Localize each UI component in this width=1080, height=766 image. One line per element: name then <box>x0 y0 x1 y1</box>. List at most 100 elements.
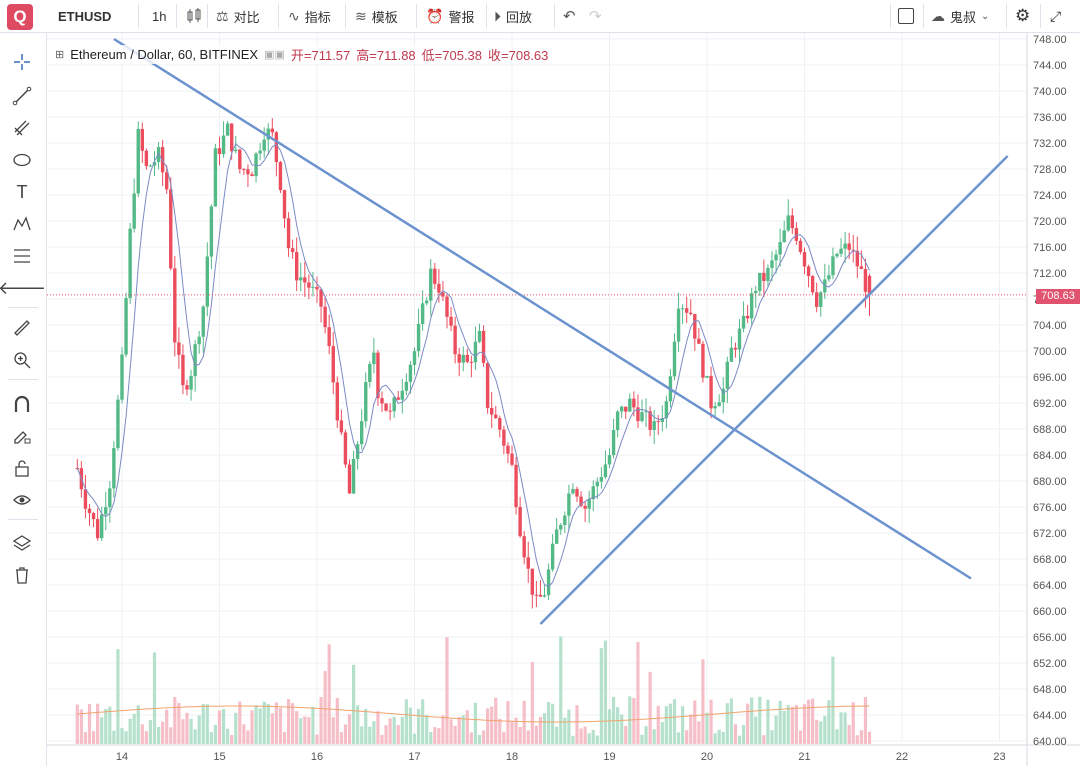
candle-body <box>794 228 799 241</box>
templates-button[interactable]: ≋ 模板 <box>355 0 398 32</box>
candle-body <box>506 445 510 454</box>
candle-body <box>331 346 335 383</box>
x-tick-label: 21 <box>798 751 810 763</box>
pattern-icon <box>13 216 31 231</box>
magnet-tool[interactable] <box>9 391 35 417</box>
candle-body <box>359 421 364 445</box>
back-arrow-tool[interactable]: 🡐 <box>0 275 46 301</box>
shape-tool[interactable] <box>9 147 35 173</box>
candle-body <box>429 268 433 301</box>
candle-body <box>307 282 311 288</box>
candle-body <box>644 411 648 413</box>
trendline-tool[interactable] <box>9 83 35 109</box>
volume-bar <box>514 717 518 744</box>
volume-bar <box>364 708 368 744</box>
chevron-down-icon: ⌄ <box>981 10 990 22</box>
candle-body <box>859 266 864 269</box>
volume-bar <box>262 701 266 744</box>
expand-legend-icon[interactable]: ⊞ <box>55 49 65 61</box>
compare-label: 对比 <box>233 9 260 25</box>
y-tick-label: 676.00 <box>1033 502 1067 514</box>
text-tool[interactable]: T <box>9 179 35 205</box>
legend-title[interactable]: Ethereum / Dollar, 60, BITFINEX <box>70 47 259 62</box>
candle-body <box>709 375 713 409</box>
templates-label: 模板 <box>371 9 398 25</box>
volume-bar <box>165 709 169 744</box>
legend-low: 低=705.38 <box>421 48 483 63</box>
volume-bar <box>421 699 425 744</box>
candle-body <box>680 308 685 310</box>
candle-body <box>140 129 145 151</box>
ruler-tool[interactable] <box>9 315 35 341</box>
volume-bar <box>327 644 331 744</box>
candle-body <box>205 256 210 307</box>
settings-small-icon[interactable]: ▣▣ <box>264 49 285 61</box>
legend-open: 开=711.57 <box>290 48 351 63</box>
candle-body <box>108 488 112 508</box>
candle-body <box>546 569 551 596</box>
lock-draw-tool[interactable] <box>9 423 35 449</box>
undo-button[interactable]: ↶ <box>563 0 576 32</box>
candle-body <box>664 401 669 419</box>
candle-body <box>571 489 575 494</box>
replay-label: 回放 <box>506 9 533 25</box>
candle-body <box>250 174 254 177</box>
volume-bar <box>794 705 798 744</box>
lock-tool[interactable] <box>9 455 35 481</box>
replay-button[interactable]: ⏵ 回放 <box>494 0 532 32</box>
zoom-tool[interactable] <box>9 347 35 373</box>
candle-body <box>790 215 795 229</box>
settings-button[interactable]: ⚙ <box>1015 0 1030 32</box>
volume-bar <box>806 699 811 744</box>
crosshair-tool[interactable] <box>9 49 35 75</box>
interval-button[interactable]: 1h <box>152 8 167 24</box>
volume-bar <box>847 725 851 744</box>
volume-bar <box>315 734 319 744</box>
candle-body <box>770 260 774 268</box>
indicators-button[interactable]: ∿ 指标 <box>288 0 331 32</box>
volume-bar <box>425 715 429 744</box>
volume-bar <box>347 714 352 744</box>
candle-style-button[interactable] <box>186 0 202 32</box>
candle-body <box>591 486 595 500</box>
volume-bar <box>542 713 547 744</box>
candle-body <box>648 411 652 430</box>
layers-tool[interactable] <box>9 530 35 556</box>
y-tick-label: 716.00 <box>1033 242 1067 254</box>
trash-tool[interactable] <box>9 562 35 588</box>
fullscreen-box-button[interactable] <box>898 0 914 32</box>
chart-legend: ⊞ Ethereum / Dollar, 60, BITFINEX ▣▣ 开=7… <box>55 45 549 64</box>
x-tick-label: 18 <box>506 751 518 763</box>
candle-body <box>810 276 815 293</box>
price-ma-line <box>76 142 870 588</box>
candle-body <box>624 406 628 412</box>
symbol-button[interactable]: ETHUSD <box>58 8 112 24</box>
app-logo[interactable]: Q <box>7 4 33 30</box>
alert-button[interactable]: ⏰ 警报 <box>426 0 474 32</box>
candle-body <box>209 206 214 257</box>
pattern-tool[interactable] <box>9 211 35 237</box>
legend-high: 高=711.88 <box>356 48 416 63</box>
fullscreen-button[interactable]: ⤢ <box>1050 0 1061 32</box>
candle-body <box>798 240 803 253</box>
pitchfork-tool[interactable] <box>9 115 35 141</box>
divider <box>278 4 279 28</box>
volume-bar <box>217 710 222 744</box>
volume-bar <box>660 721 664 744</box>
volume-bar <box>128 718 132 744</box>
compare-button[interactable]: ⚖ 对比 <box>216 0 260 32</box>
candle-body <box>128 228 132 299</box>
visibility-tool[interactable] <box>9 487 35 513</box>
y-tick-label: 696.00 <box>1033 372 1067 384</box>
redo-button[interactable]: ↷ <box>589 0 602 32</box>
y-tick-label: 644.00 <box>1033 710 1067 722</box>
candle-body <box>741 315 746 329</box>
volume-bar <box>705 712 709 744</box>
cloud-account-button[interactable]: ☁ 鬼叔 ⌄ <box>931 0 989 32</box>
x-tick-label: 17 <box>408 751 420 763</box>
fib-tool[interactable] <box>9 243 35 269</box>
volume-bar <box>457 716 461 744</box>
price-chart[interactable]: 748.00 744.00 740.00 736.00 732.00 728.00 724.… <box>47 33 1080 766</box>
volume-bar <box>563 717 567 744</box>
chart-area[interactable]: 748.00 744.00 740.00 736.00 732.00 728.00 724.… <box>47 33 1080 766</box>
